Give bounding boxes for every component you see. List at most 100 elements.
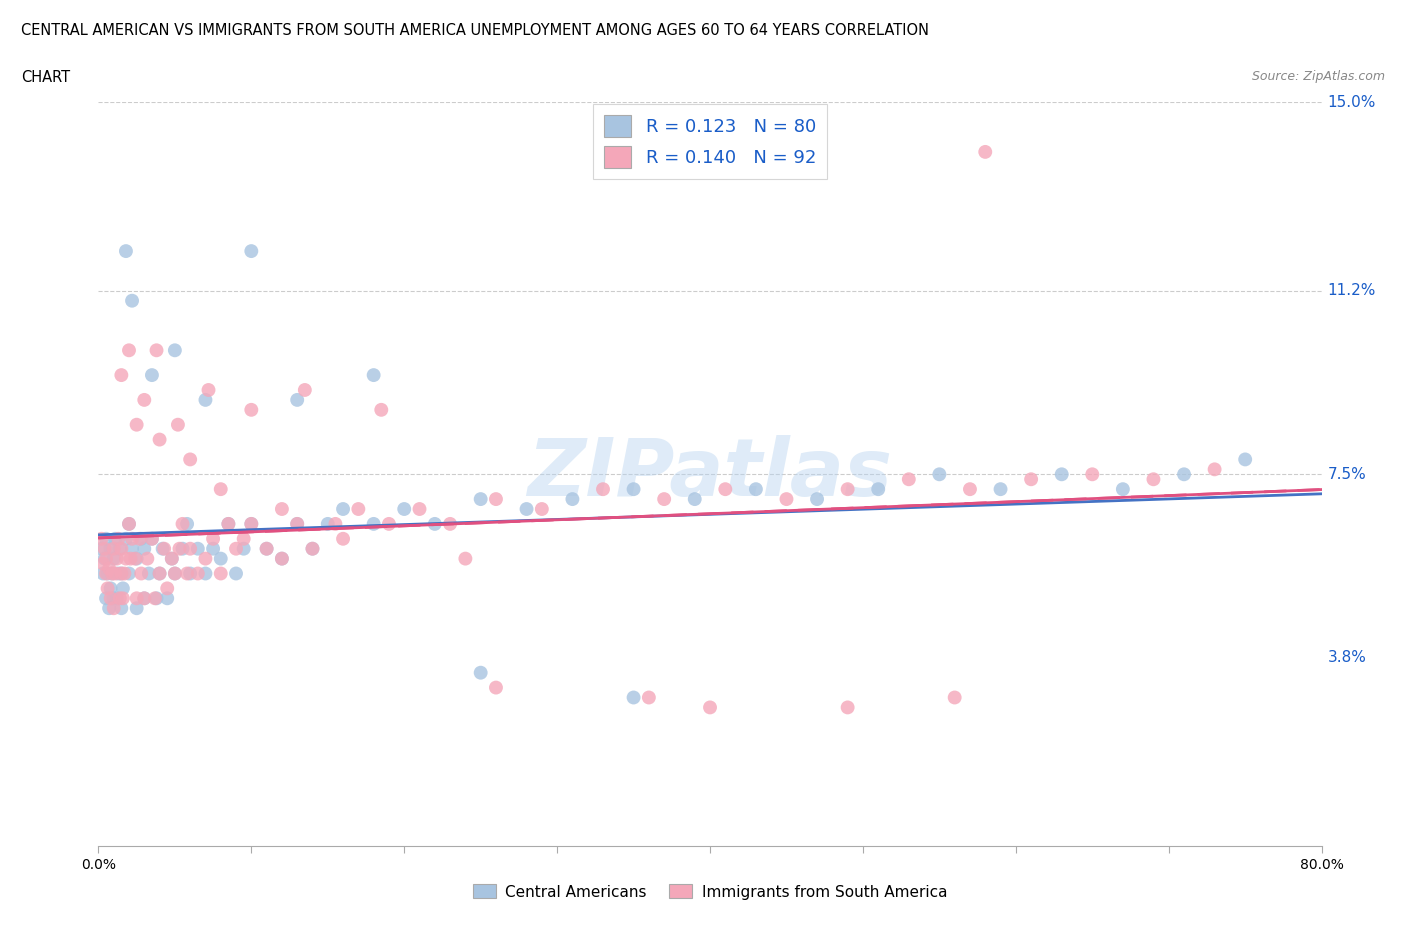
Text: CENTRAL AMERICAN VS IMMIGRANTS FROM SOUTH AMERICA UNEMPLOYMENT AMONG AGES 60 TO : CENTRAL AMERICAN VS IMMIGRANTS FROM SOUT…	[21, 23, 929, 38]
Point	[194, 392, 217, 407]
Point	[316, 516, 339, 531]
Point	[163, 566, 186, 581]
Point	[134, 591, 156, 605]
Point	[167, 418, 190, 432]
Point	[285, 516, 308, 531]
Point	[118, 516, 141, 531]
Point	[928, 467, 950, 482]
Point	[145, 591, 167, 605]
Text: 3.8%: 3.8%	[1327, 650, 1367, 665]
Point	[103, 591, 125, 605]
Point	[1081, 467, 1104, 482]
Point	[110, 541, 132, 556]
Point	[93, 551, 115, 566]
Point	[232, 531, 254, 546]
Point	[897, 472, 920, 486]
Point	[134, 392, 156, 407]
Point	[256, 541, 278, 556]
Point	[637, 690, 661, 705]
Point	[378, 516, 401, 531]
Point	[118, 516, 141, 531]
Point	[301, 541, 323, 556]
Point	[101, 566, 124, 581]
Point	[232, 541, 254, 556]
Point	[194, 566, 217, 581]
Text: 15.0%: 15.0%	[1327, 95, 1376, 110]
Point	[454, 551, 477, 566]
Point	[209, 482, 232, 497]
Point	[110, 566, 132, 581]
Point	[240, 516, 263, 531]
Point	[103, 541, 125, 556]
Point	[225, 566, 247, 581]
Point	[592, 482, 614, 497]
Point	[112, 566, 135, 581]
Point	[179, 566, 201, 581]
Point	[745, 482, 768, 497]
Point	[149, 432, 172, 447]
Point	[90, 531, 112, 546]
Point	[623, 690, 645, 705]
Point	[94, 551, 117, 566]
Point	[530, 501, 553, 516]
Point	[94, 591, 117, 605]
Point	[270, 551, 292, 566]
Point	[1173, 467, 1195, 482]
Point	[176, 516, 198, 531]
Point	[105, 591, 128, 605]
Point	[105, 551, 128, 566]
Point	[240, 516, 263, 531]
Point	[93, 541, 115, 556]
Point	[516, 501, 538, 516]
Point	[974, 144, 997, 159]
Point	[370, 403, 392, 418]
Point	[104, 531, 127, 546]
Point	[110, 566, 132, 581]
Point	[125, 601, 148, 616]
Point	[153, 541, 176, 556]
Point	[121, 531, 143, 546]
Point	[107, 566, 129, 581]
Point	[202, 531, 225, 546]
Point	[141, 531, 163, 546]
Point	[837, 700, 859, 715]
Point	[136, 551, 159, 566]
Point	[623, 482, 645, 497]
Point	[160, 551, 183, 566]
Point	[943, 690, 966, 705]
Point	[176, 566, 198, 581]
Point	[125, 591, 148, 605]
Point	[90, 541, 112, 556]
Point	[141, 531, 163, 546]
Point	[169, 541, 191, 556]
Point	[194, 551, 217, 566]
Point	[94, 531, 117, 546]
Point	[285, 516, 308, 531]
Point	[91, 566, 114, 581]
Point	[111, 591, 134, 605]
Point	[149, 566, 172, 581]
Point	[121, 541, 143, 556]
Point	[128, 531, 150, 546]
Point	[240, 403, 263, 418]
Point	[100, 581, 122, 596]
Point	[91, 556, 114, 571]
Point	[134, 591, 156, 605]
Point	[683, 492, 706, 507]
Point	[202, 541, 225, 556]
Point	[959, 482, 981, 497]
Point	[143, 591, 166, 605]
Text: 11.2%: 11.2%	[1327, 284, 1376, 299]
Point	[163, 566, 186, 581]
Point	[439, 516, 461, 531]
Point	[141, 367, 163, 382]
Point	[98, 561, 121, 576]
Point	[423, 516, 446, 531]
Point	[217, 516, 239, 531]
Point	[179, 452, 201, 467]
Point	[98, 601, 121, 616]
Point	[209, 566, 232, 581]
Point	[145, 343, 167, 358]
Point	[108, 541, 131, 556]
Point	[138, 566, 160, 581]
